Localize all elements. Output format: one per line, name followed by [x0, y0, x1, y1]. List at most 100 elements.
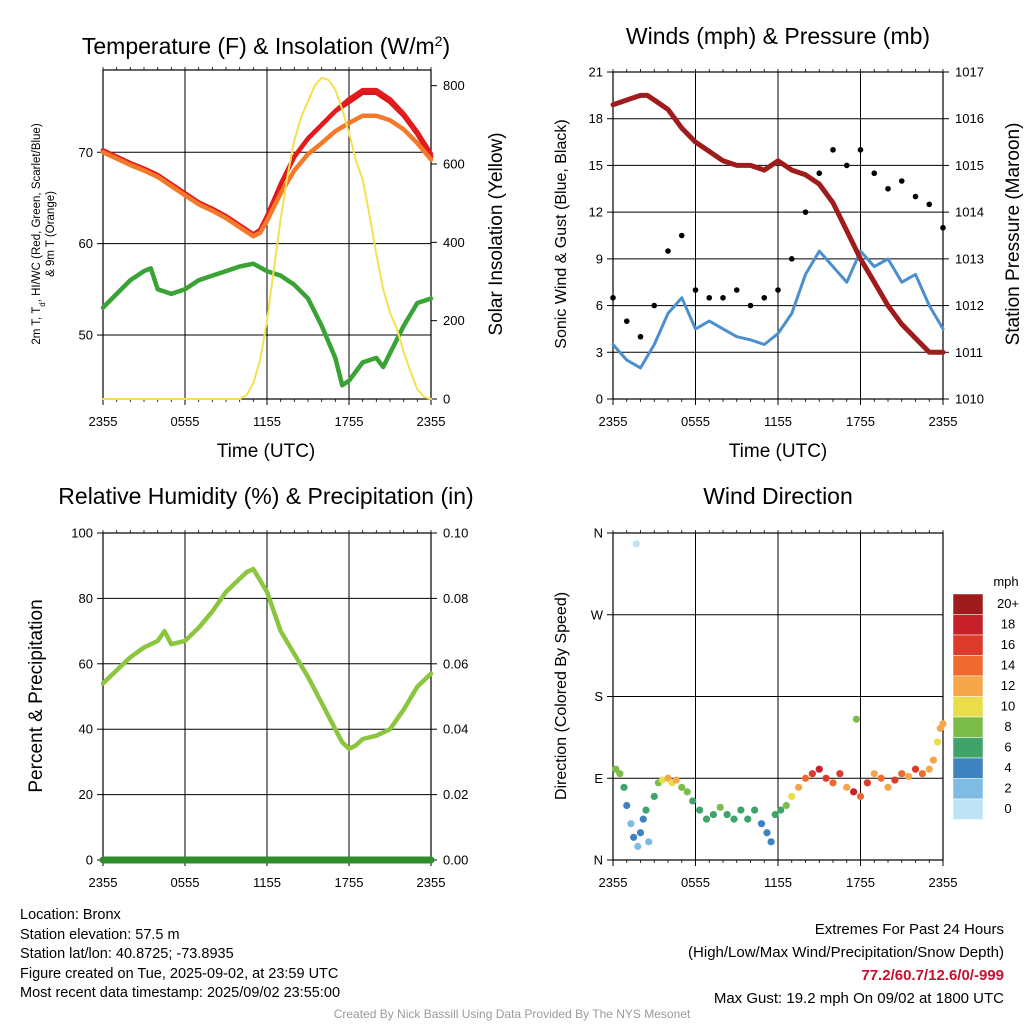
wind-tick-label-y: 18: [589, 111, 603, 126]
wind-direction-point: [689, 797, 697, 805]
extremes-values: 77.2/60.7/12.6/0/-999: [861, 967, 1004, 984]
wind-direction-point: [777, 806, 785, 814]
gust-point: [720, 294, 726, 301]
wind-direction-point: [933, 738, 942, 746]
wind-direction-point: [939, 720, 947, 728]
rh-tick-label-y: 100: [71, 526, 93, 541]
wdir-tick-label-x: 0555: [681, 875, 710, 890]
recent-timestamp: Most recent data timestamp: 2025/09/02 2…: [20, 985, 341, 1001]
wind-tick-label-x: 1155: [764, 414, 792, 429]
gust-point: [775, 287, 781, 293]
wind-direction-point: [801, 774, 810, 782]
wind-direction-point: [836, 770, 844, 778]
wind-direction-panel: Wind Direction Direction (Colored By Spe…: [553, 483, 1019, 890]
temperature-y-label-line2: & 9m T (Orange): [45, 191, 57, 277]
gust-point: [637, 333, 644, 340]
temp-tick-label-y-right: 600: [443, 157, 465, 172]
wdir-tick-label-y: S: [594, 689, 603, 704]
legend-label: 16: [1001, 637, 1015, 652]
legend-swatch: [952, 614, 984, 636]
temp-tick-label-x: 0555: [171, 414, 200, 429]
rh-tick-label-x: 2355: [89, 875, 118, 890]
wdir-tick-label-y: W: [591, 607, 604, 622]
gust-point: [610, 294, 616, 301]
rh-tick-label-y-right: 0.10: [443, 526, 468, 541]
wind-direction-point: [918, 770, 926, 778]
wind-direction-point: [850, 788, 858, 796]
legend-label: 2: [1004, 781, 1011, 796]
series-line-insolation: [102, 76, 432, 400]
legend-swatch: [952, 593, 984, 615]
gust-point: [816, 170, 823, 177]
wind-direction-point: [645, 838, 653, 846]
wdir-tick-label-x: 1755: [846, 875, 875, 890]
rh-tick-label-y: 20: [79, 787, 93, 802]
legend-swatch: [952, 798, 984, 820]
humidity-y-label: Percent & Precipitation: [26, 599, 47, 792]
wind-direction-point: [795, 783, 803, 791]
wind-direction-point: [702, 815, 711, 823]
wind-direction-point: [642, 806, 650, 814]
wind-tick-label-y: 21: [589, 65, 603, 80]
temp-tick-label-y-right: 800: [443, 78, 465, 93]
extremes-description: (High/Low/Max Wind/Precipitation/Snow De…: [688, 944, 1004, 961]
gust-point: [802, 209, 809, 215]
winds-y-label: Sonic Wind & Gust (Blue, Black): [553, 119, 570, 348]
legend-swatch: [952, 655, 984, 677]
wind-direction-point: [822, 774, 830, 782]
gust-point: [885, 185, 891, 192]
gust-point: [912, 193, 919, 200]
legend-swatch: [952, 675, 984, 697]
rh-tick-label-x: 1755: [335, 875, 364, 890]
wind-direction-point: [650, 792, 658, 801]
legend-label: 12: [1001, 678, 1015, 693]
wind-direction-point: [782, 801, 790, 810]
legend-label: 0: [1004, 801, 1011, 816]
wind-direction-point: [632, 540, 640, 548]
wind-direction-point: [616, 770, 624, 778]
wind-direction-point: [925, 765, 933, 773]
wind-direction-point: [898, 770, 906, 778]
wind-tick-label-y-right: 1010: [955, 392, 984, 407]
gust-point: [747, 302, 754, 309]
rh-tick-label-y: 0: [86, 853, 93, 868]
temperature-y-label-right: Solar Insolation (Yellow): [486, 132, 507, 335]
legend-swatch: [952, 716, 984, 738]
wind-tick-label-y: 9: [596, 251, 603, 266]
wind-direction-point: [843, 783, 851, 791]
wind-tick-label-x: 1755: [846, 414, 875, 429]
gust-point: [706, 294, 713, 301]
wind-direction-point: [788, 792, 796, 801]
credit-line: Created By Nick Bassill Using Data Provi…: [333, 1007, 691, 1021]
gust-point: [940, 224, 946, 231]
wind-direction-point: [891, 776, 899, 784]
gust-point: [830, 147, 836, 153]
station-latlon: Station lat/lon: 40.8725; -73.8935: [20, 946, 234, 962]
winds-y-label-right: Station Pressure (Maroon): [1003, 123, 1024, 346]
legend-label: 20+: [997, 596, 1019, 611]
wind-tick-label-x: 2355: [599, 414, 628, 429]
wind-direction-point: [905, 772, 913, 781]
wind-tick-label-y-right: 1015: [955, 158, 984, 173]
winds-x-label: Time (UTC): [729, 441, 828, 462]
wind-direction-point: [852, 715, 860, 723]
wind-direction-point: [730, 815, 738, 823]
extremes-title: Extremes For Past 24 Hours: [814, 921, 1004, 938]
wind-direction-point: [829, 779, 837, 787]
wind-tick-label-y: 6: [596, 298, 603, 313]
wdir-tick-label-x: 2355: [929, 875, 958, 890]
rh-tick-label-x: 0555: [171, 875, 200, 890]
rh-tick-label-y-right: 0.06: [443, 656, 468, 671]
wind-direction-point: [751, 806, 759, 814]
legend-swatch: [952, 757, 984, 779]
wind-tick-label-y-right: 1017: [955, 65, 984, 80]
legend-label: 10: [1001, 699, 1015, 714]
humidity-chart-title: Relative Humidity (%) & Precipitation (i…: [58, 483, 473, 509]
wind-direction-point: [636, 829, 645, 837]
rh-tick-label-x: 2355: [417, 875, 446, 890]
wind-tick-label-y: 12: [589, 205, 603, 220]
gust-point: [733, 287, 740, 293]
rh-tick-label-y: 80: [79, 591, 93, 606]
wind-direction-point: [709, 810, 717, 819]
